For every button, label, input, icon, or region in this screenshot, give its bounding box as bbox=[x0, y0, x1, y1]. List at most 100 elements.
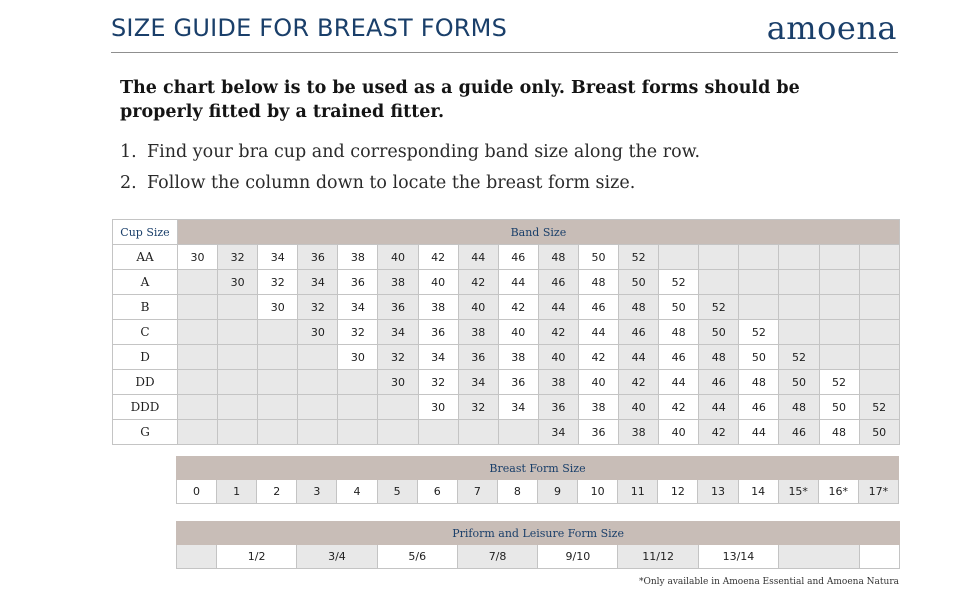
priform-size-table: Priform and Leisure Form Size 1/2 3/4 5/6 7… bbox=[175, 521, 901, 569]
band-size-cell: 52 bbox=[738, 319, 780, 345]
band-size-cell bbox=[257, 344, 299, 370]
band-size-cell: 40 bbox=[537, 344, 579, 370]
band-size-cell: 32 bbox=[377, 344, 419, 370]
band-size-cell bbox=[257, 419, 299, 445]
band-size-cell: 52 bbox=[818, 369, 860, 395]
band-size-row: G 34 36 38 40 42 44 46 48 50 bbox=[112, 419, 900, 445]
priform-blank-cell bbox=[778, 544, 861, 569]
cup-size-label: D bbox=[112, 344, 178, 370]
band-size-cell bbox=[257, 394, 299, 420]
band-size-cell bbox=[217, 369, 259, 395]
priform-size-row: 1/2 3/4 5/6 7/8 9/10 11/12 13/14 bbox=[176, 544, 901, 569]
band-size-cell: 32 bbox=[297, 294, 339, 320]
breast-form-size-row: 0 1 2 3 4 5 6 7 8 9 10 11 12 13 14 15* 16* 17* bbox=[175, 479, 900, 504]
band-size-cell: 40 bbox=[497, 319, 539, 345]
band-size-cell bbox=[377, 419, 419, 445]
band-size-cell: 36 bbox=[457, 344, 499, 370]
band-size-cell bbox=[176, 294, 219, 320]
band-size-cell: 44 bbox=[537, 294, 579, 320]
band-size-cell bbox=[377, 394, 419, 420]
band-size-cell: 44 bbox=[738, 419, 780, 445]
band-size-cell bbox=[858, 294, 900, 320]
band-size-cell: 36 bbox=[537, 394, 579, 420]
breast-form-size-cell: 17* bbox=[857, 479, 900, 504]
band-size-cell: 38 bbox=[618, 419, 660, 445]
step-text: Find your bra cup and corresponding band… bbox=[147, 142, 701, 162]
breast-form-size-cell: 3 bbox=[296, 479, 338, 504]
band-size-cell bbox=[457, 419, 499, 445]
band-size-cell: 48 bbox=[537, 244, 579, 270]
breast-form-size-cell: 7 bbox=[456, 479, 498, 504]
cup-size-label: C bbox=[112, 319, 178, 345]
band-size-cell: 46 bbox=[618, 319, 660, 345]
band-size-cell: 42 bbox=[618, 369, 660, 395]
band-size-cell: 36 bbox=[577, 419, 620, 445]
band-size-cell bbox=[217, 419, 259, 445]
band-size-cell: 34 bbox=[377, 319, 419, 345]
breast-form-size-cell: 5 bbox=[376, 479, 418, 504]
band-size-cell: 32 bbox=[217, 244, 259, 270]
band-size-header: Band Size bbox=[177, 219, 900, 245]
step-text: Follow the column down to locate the bre… bbox=[147, 173, 636, 193]
band-size-cell bbox=[176, 394, 219, 420]
band-size-cell bbox=[176, 319, 219, 345]
priform-size-header: Priform and Leisure Form Size bbox=[175, 521, 901, 545]
band-size-cell: 50 bbox=[858, 419, 900, 445]
band-size-cell: 42 bbox=[577, 344, 620, 370]
band-size-cell bbox=[738, 294, 780, 320]
band-size-cell: 40 bbox=[577, 369, 620, 395]
band-size-cell: 52 bbox=[698, 294, 740, 320]
breast-form-size-cell: 2 bbox=[256, 479, 298, 504]
page-title: SIZE GUIDE FOR BREAST FORMS bbox=[111, 14, 508, 42]
band-size-cell bbox=[818, 319, 860, 345]
priform-blank-cell bbox=[859, 544, 901, 569]
cup-size-label: DDD bbox=[112, 394, 178, 420]
band-size-header-row: Cup Size Band Size bbox=[112, 219, 900, 245]
band-size-cell: 34 bbox=[537, 419, 579, 445]
breast-form-size-cell: 15* bbox=[777, 479, 819, 504]
band-size-cell: 48 bbox=[577, 269, 620, 295]
footnote: *Only available in Amoena Essential and … bbox=[638, 577, 899, 587]
band-size-cell: 52 bbox=[658, 269, 700, 295]
band-size-cell: 42 bbox=[698, 419, 740, 445]
band-size-cell: 38 bbox=[577, 394, 620, 420]
brand-logo: amoena bbox=[766, 9, 897, 47]
band-size-cell: 40 bbox=[618, 394, 660, 420]
breast-form-size-cell: 9 bbox=[536, 479, 579, 504]
band-size-cell: 42 bbox=[417, 244, 459, 270]
band-size-cell: 46 bbox=[577, 294, 620, 320]
cup-size-label: A bbox=[112, 269, 178, 295]
band-size-cell: 36 bbox=[417, 319, 459, 345]
band-size-cell: 30 bbox=[337, 344, 379, 370]
band-size-cell: 40 bbox=[658, 419, 700, 445]
band-size-cell: 32 bbox=[457, 394, 499, 420]
priform-size-cell: 9/10 bbox=[537, 544, 619, 569]
cup-size-label: DD bbox=[112, 369, 178, 395]
band-size-cell bbox=[698, 244, 740, 270]
band-size-cell bbox=[217, 344, 259, 370]
breast-form-size-cell: 6 bbox=[416, 479, 458, 504]
band-size-cell: 46 bbox=[738, 394, 780, 420]
step-number: 2. bbox=[120, 173, 137, 193]
cup-size-label: AA bbox=[112, 244, 178, 270]
breast-form-size-cell: 12 bbox=[657, 479, 699, 504]
band-size-cell bbox=[297, 344, 339, 370]
band-size-cell: 30 bbox=[257, 294, 299, 320]
band-size-cell: 46 bbox=[778, 419, 820, 445]
band-size-cell bbox=[858, 344, 900, 370]
band-size-cell bbox=[297, 394, 339, 420]
cup-size-label: B bbox=[112, 294, 178, 320]
instruction-steps: 1. Find your bra cup and corresponding b… bbox=[120, 137, 700, 199]
band-size-cell bbox=[698, 269, 740, 295]
band-size-cell: 50 bbox=[577, 244, 620, 270]
band-size-cell: 34 bbox=[497, 394, 539, 420]
breast-form-size-header: Breast Form Size bbox=[176, 456, 899, 480]
band-size-cell bbox=[778, 244, 820, 270]
band-size-cell bbox=[858, 319, 900, 345]
band-size-row: DD 30 32 34 36 38 40 42 44 46 48 50 52 bbox=[112, 369, 900, 395]
band-size-cell: 40 bbox=[417, 269, 459, 295]
step-item: 2. Follow the column down to locate the … bbox=[120, 168, 700, 199]
priform-size-cell: 7/8 bbox=[456, 544, 539, 569]
band-size-cell: 38 bbox=[457, 319, 499, 345]
band-size-cell: 44 bbox=[577, 319, 620, 345]
